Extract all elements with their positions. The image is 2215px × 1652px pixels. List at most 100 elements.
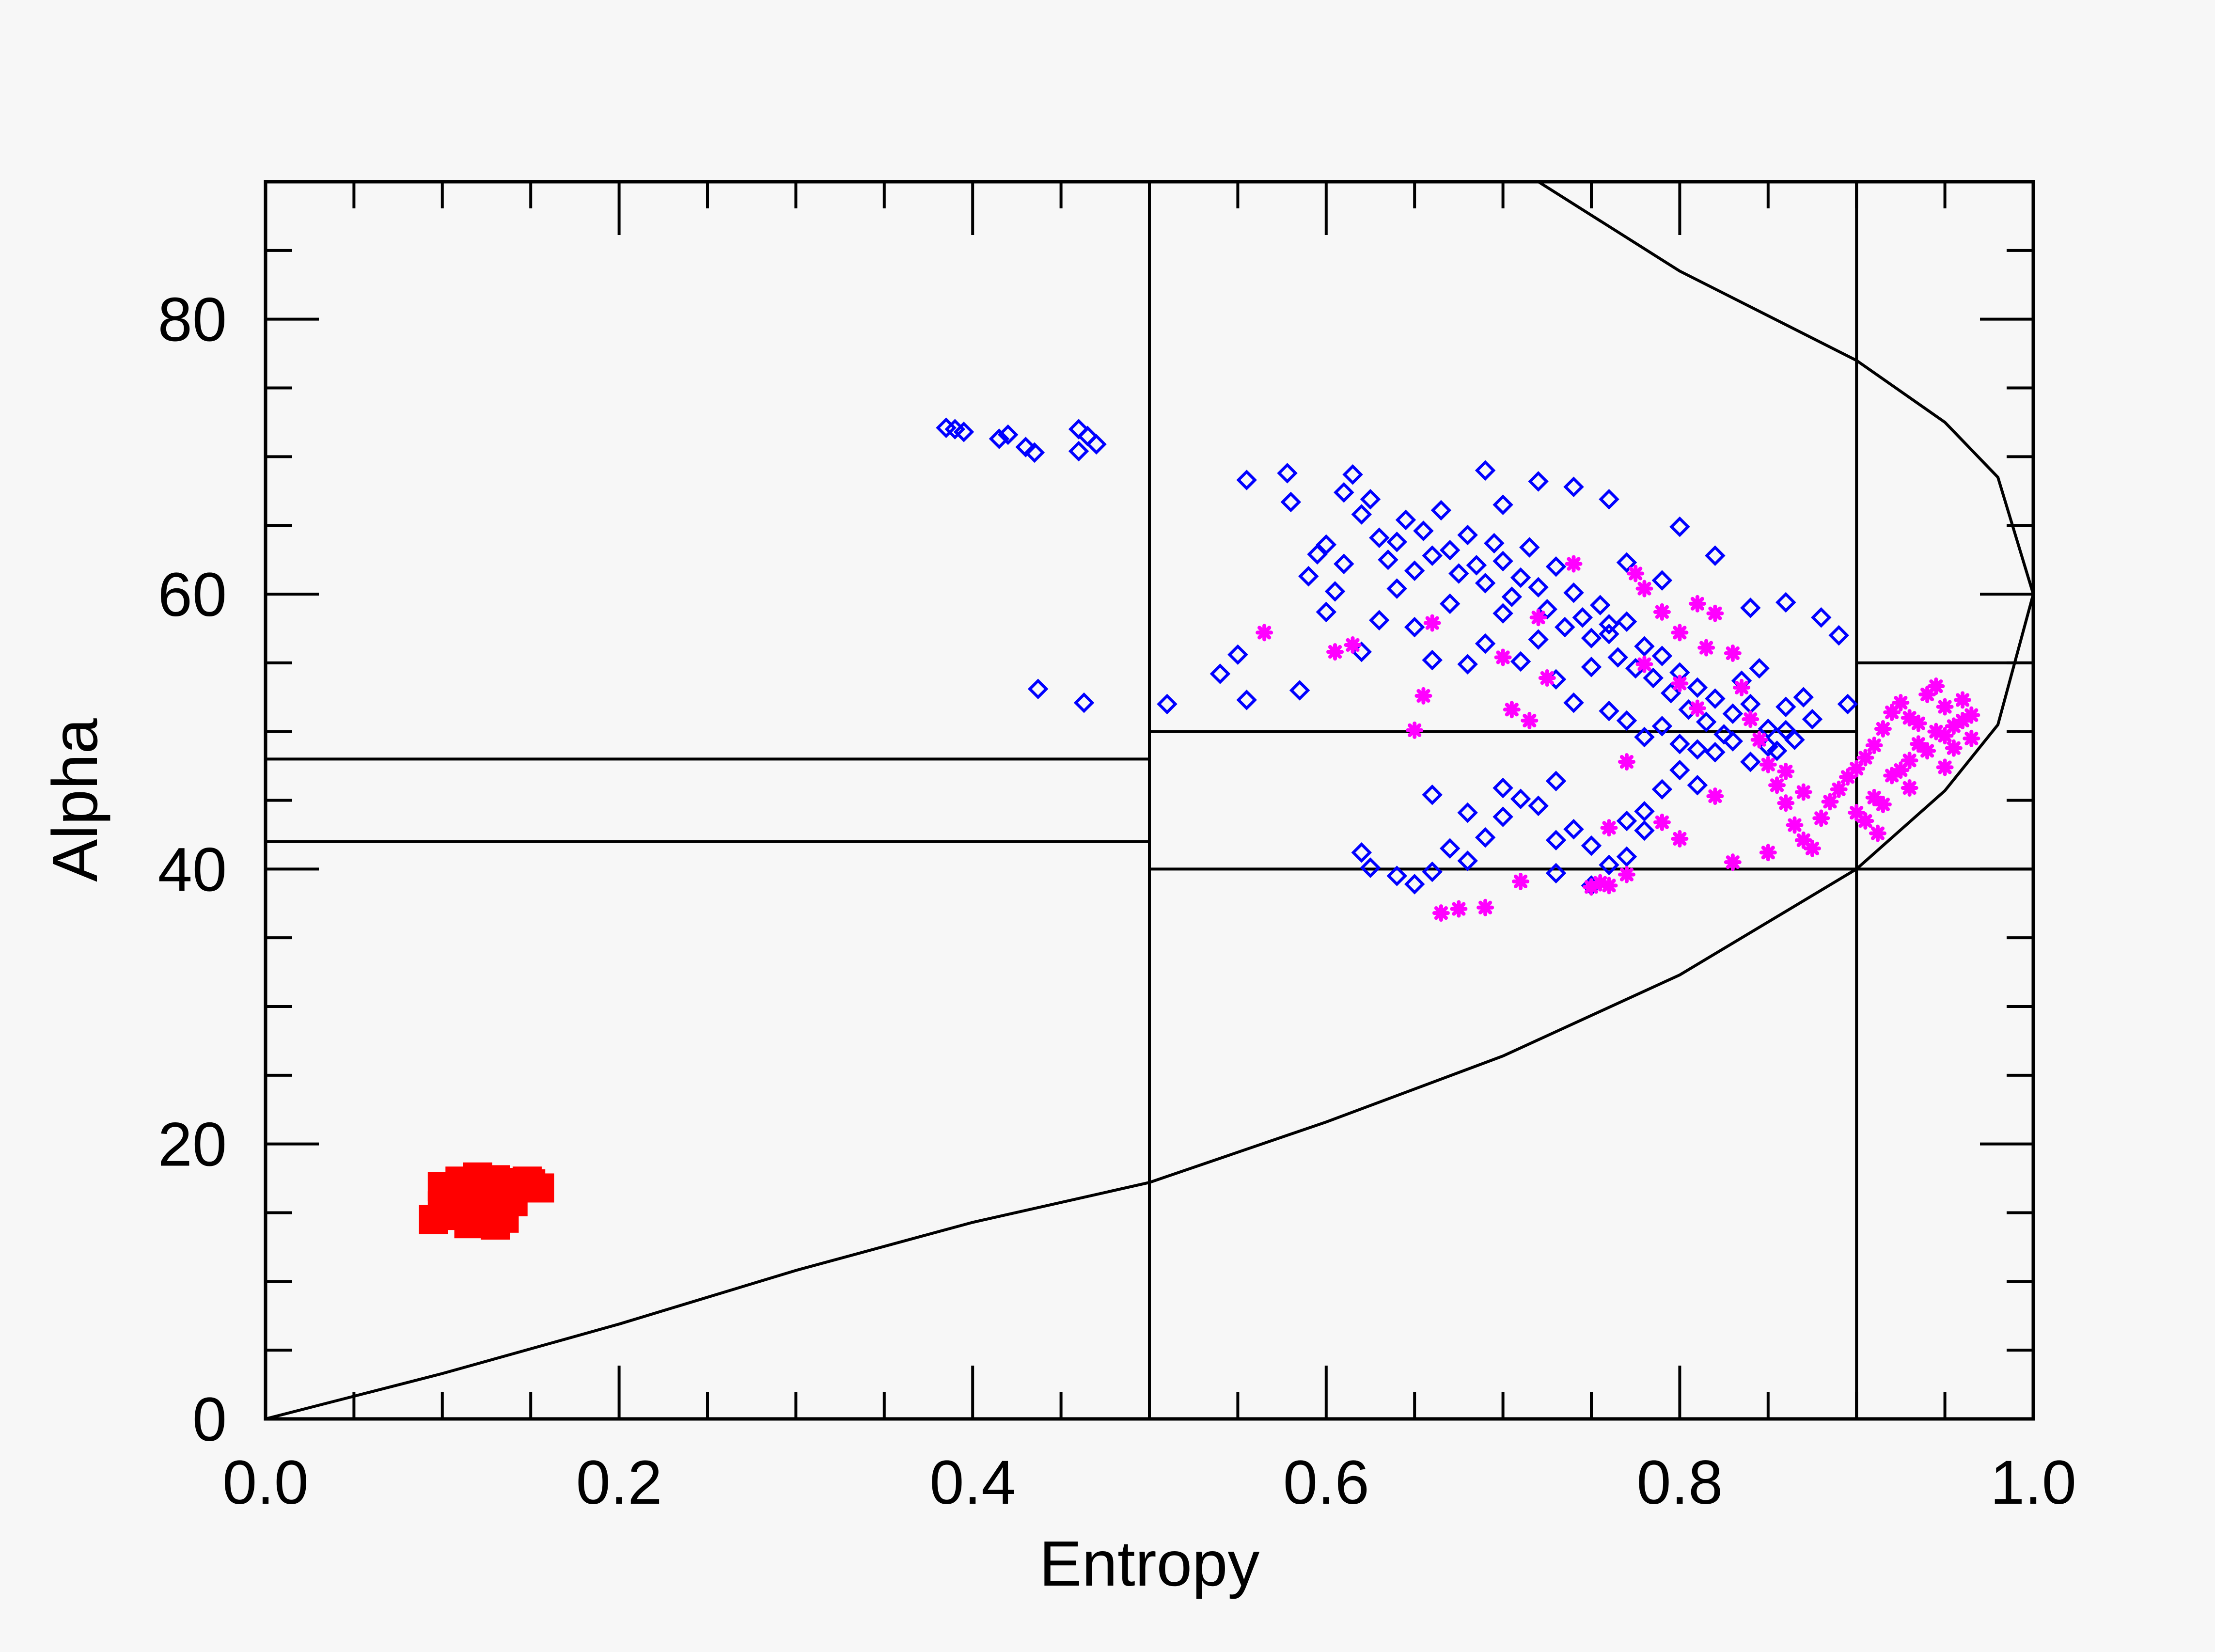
y-tick-label: 80 (158, 285, 227, 355)
data-point-blue (1280, 491, 1302, 513)
data-point-magenta (1256, 624, 1273, 642)
data-point-magenta (1494, 648, 1512, 666)
data-point-blue (1351, 842, 1372, 863)
y-axis-title: Alpha (39, 718, 110, 882)
data-point-blue (1368, 610, 1390, 631)
y-tick-label: 40 (158, 835, 227, 904)
data-point-magenta (1874, 720, 1892, 738)
data-point-blue (1634, 636, 1655, 657)
data-point-blue (1634, 726, 1655, 748)
data-point-blue (1015, 437, 1036, 457)
data-point-blue (1563, 582, 1584, 603)
data-point-blue (1395, 509, 1416, 531)
data-point-blue (1545, 771, 1567, 792)
data-point-blue (1705, 688, 1726, 709)
data-point-magenta (1733, 678, 1751, 696)
data-point-blue (1607, 647, 1628, 668)
data-point-blue (1360, 489, 1381, 510)
data-point-magenta (1521, 711, 1539, 729)
data-point-magenta (1618, 753, 1635, 771)
data-point-blue (1589, 595, 1611, 615)
data-point-red (512, 1166, 542, 1196)
data-point-blue (1439, 539, 1461, 561)
data-point-magenta (1945, 739, 1963, 757)
data-point-blue (1545, 830, 1567, 851)
data-point-magenta (1963, 729, 1980, 747)
data-point-blue (1324, 581, 1346, 602)
data-point-magenta (1529, 609, 1547, 627)
data-point-blue (1528, 577, 1549, 598)
data-point-red (472, 1199, 501, 1229)
data-point-blue (1669, 516, 1690, 537)
data-point-blue (1545, 556, 1567, 577)
x-tick-label: 0.2 (576, 1448, 662, 1517)
data-point-blue (1492, 551, 1513, 572)
data-point-blue (1334, 482, 1354, 503)
data-point-blue (1413, 520, 1434, 541)
data-point-magenta (1812, 809, 1830, 827)
data-point-magenta (1688, 699, 1706, 717)
data-point-blue (1289, 680, 1310, 701)
data-point-blue (1492, 806, 1513, 827)
data-point-blue (1439, 593, 1461, 614)
data-point-magenta (1512, 872, 1530, 890)
data-point-blue (1073, 692, 1095, 713)
data-point-magenta (1600, 877, 1618, 895)
data-point-magenta (1742, 710, 1759, 728)
data-point-blue (1775, 696, 1796, 717)
data-point-magenta (1688, 595, 1706, 613)
tick-labels: 0.0 0.2 0.4 0.6 0.8 1.0 0 20 40 60 80 (158, 285, 2076, 1517)
data-point-blue (1422, 861, 1443, 882)
data-point-blue (1599, 614, 1619, 635)
data-point-blue (1501, 586, 1523, 607)
data-point-magenta (1954, 691, 1972, 709)
data-point-blue (1634, 820, 1655, 841)
data-point-magenta (1909, 714, 1927, 732)
data-point-blue (1651, 570, 1673, 591)
data-point-blue (1775, 720, 1796, 741)
data-point-blue (1386, 578, 1407, 599)
data-point-blue (1528, 471, 1549, 492)
data-point-magenta (1477, 898, 1494, 916)
data-point-blue (1740, 751, 1761, 772)
data-point-magenta (1901, 779, 1918, 797)
data-point-blue (1422, 545, 1443, 566)
data-point-blue (1457, 654, 1478, 675)
data-point-blue (1236, 470, 1257, 490)
data-point-blue (1837, 693, 1858, 715)
y-tick-label: 60 (158, 560, 227, 629)
data-point-magenta (1706, 604, 1724, 622)
data-point-magenta (1724, 644, 1742, 662)
data-point-magenta (1794, 783, 1812, 801)
data-point-blue (989, 428, 1010, 449)
data-point-magenta (1794, 831, 1812, 849)
data-point-magenta (1706, 787, 1724, 805)
data-point-magenta (1635, 580, 1653, 598)
data-point-blue (1616, 810, 1637, 832)
data-point-blue (1563, 476, 1584, 497)
data-point-blue (1643, 667, 1664, 689)
data-point-blue (1687, 775, 1708, 796)
data-point-blue (1316, 534, 1337, 555)
data-point-magenta (1432, 904, 1450, 922)
data-point-blue (1484, 533, 1505, 554)
data-point-blue (1687, 739, 1708, 760)
data-point-blue (1599, 854, 1619, 876)
data-point-blue (1634, 801, 1655, 822)
data-point-blue (1422, 649, 1443, 671)
data-point-magenta (1759, 844, 1777, 862)
data-point-blue (1157, 693, 1178, 715)
data-point-blue (1448, 563, 1469, 584)
x-tick-label: 0.8 (1636, 1448, 1723, 1517)
data-point-blue (1466, 555, 1487, 576)
data-point-magenta (1671, 624, 1689, 642)
data-point-blue (1519, 537, 1540, 558)
data-point-blue (1766, 740, 1788, 761)
data-point-magenta (1865, 737, 1883, 755)
data-point-magenta (1414, 687, 1432, 705)
data-point-blue (1334, 553, 1354, 574)
data-point-blue (953, 422, 974, 442)
data-point-magenta (1804, 839, 1821, 857)
data-point-magenta (1671, 830, 1689, 848)
